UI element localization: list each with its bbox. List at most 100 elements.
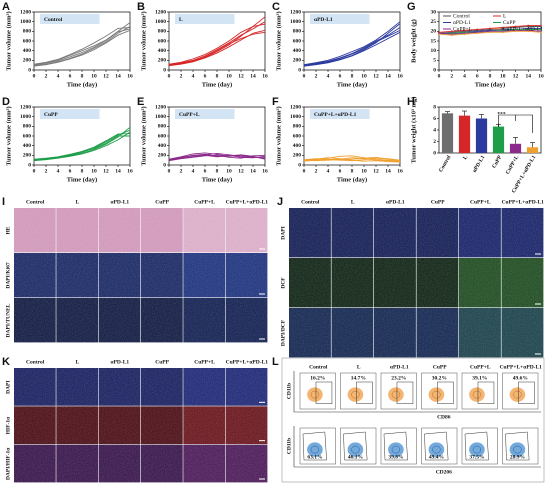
x-axis-label: Time (day) (202, 81, 232, 88)
point (527, 24, 530, 27)
x-tick-label: 2 (315, 168, 318, 174)
x-tick-label: 8 (351, 73, 354, 79)
x-tick-label: 12 (373, 73, 379, 79)
micrograph-texture (225, 406, 268, 445)
series-line (33, 131, 131, 162)
y-axis-label: Body weight (g) (410, 19, 417, 63)
column-label: Control (26, 359, 45, 365)
point (540, 24, 542, 27)
x-tick-label: 12 (238, 73, 244, 79)
y-tick-label: 600 (158, 133, 167, 139)
cell-population (509, 387, 526, 402)
micrograph-texture (56, 298, 99, 343)
x-tick-label: 6 (476, 73, 479, 79)
x-tick-label: 14 (526, 73, 532, 79)
cell-population-core (351, 445, 360, 454)
x-tick-label: 0 (303, 168, 306, 174)
x-tick-label: 4 (327, 73, 330, 79)
series-line (168, 16, 266, 66)
gate-percent: 49.6% (513, 375, 528, 381)
x-tick-label: 14 (385, 73, 391, 79)
y-tick-label: 1000 (155, 19, 166, 25)
title-box (40, 14, 100, 24)
micrograph-texture (183, 208, 226, 253)
micrograph-texture (225, 444, 268, 483)
point (489, 27, 491, 30)
micrograph-texture (14, 368, 56, 406)
column-label: αPD-L1 (390, 364, 409, 370)
y-tick-label: 0 (433, 67, 436, 73)
micrograph-texture (416, 208, 459, 258)
x-tick-label: CuPP+L (505, 154, 521, 175)
cell-population (509, 442, 526, 457)
gate (343, 431, 368, 461)
column-label: CuPP (155, 199, 169, 205)
y-tick-label: 1200 (155, 104, 166, 110)
y-tick-label: 200 (293, 58, 302, 64)
series-line (303, 23, 401, 67)
x-tick-label: 8 (81, 168, 84, 174)
series-line (33, 22, 131, 66)
x-tick-label: 10 (226, 168, 232, 174)
column-label: αPD-L1 (386, 199, 405, 205)
series-line (303, 157, 401, 163)
series-line (303, 29, 401, 66)
title-box (175, 109, 235, 119)
micrograph-texture (289, 258, 331, 308)
micrograph-texture (141, 298, 183, 343)
gate-percent: 37.5% (469, 454, 484, 460)
gate-percent: 23.2% (391, 375, 406, 381)
column-label: CuPP (155, 359, 169, 365)
panel-label: B (137, 1, 145, 13)
y-tick-label: 400 (23, 143, 32, 149)
y-tick-label: 0 (163, 67, 166, 73)
x-tick-label: 6 (204, 73, 207, 79)
gate-percent: 14.7% (351, 375, 366, 381)
micrograph-texture (56, 253, 99, 298)
micrograph-texture (331, 308, 374, 358)
point (501, 31, 504, 34)
significance-label: *** (497, 111, 506, 117)
column-label: L (351, 199, 355, 205)
title-box (40, 109, 100, 119)
micrograph-texture (14, 208, 56, 253)
y-tick-label: 1200 (20, 9, 31, 15)
micrograph-texture (416, 258, 459, 308)
y-tick-label: 800 (158, 124, 167, 130)
significance-bracket (498, 114, 533, 133)
x-tick-label: 12 (238, 168, 244, 174)
x-tick-label: 10 (361, 168, 367, 174)
micrograph-texture (56, 208, 99, 253)
series-line (33, 135, 130, 161)
gate-percent: 28.9% (510, 454, 525, 460)
x-tick-label: 2 (450, 73, 453, 79)
gate-percent: 46.1% (348, 454, 363, 460)
micrograph-texture (374, 258, 416, 308)
y-tick-label: 600 (23, 133, 32, 139)
x-tick-label: 8 (216, 168, 219, 174)
x-tick-label: 16 (262, 168, 268, 174)
gate-percent: 16.2% (310, 375, 325, 381)
x-axis-label: Time (day) (475, 81, 505, 88)
micrograph-texture (141, 368, 183, 406)
y-tick-label: 1000 (155, 114, 166, 120)
x-tick-label: 6 (204, 168, 207, 174)
y-tick-label: 200 (23, 153, 32, 159)
y-axis-label: Tumor volume (mm³) (140, 106, 147, 165)
title-box (175, 14, 235, 24)
point (489, 31, 491, 34)
x-axis-label: Time (day) (337, 81, 367, 88)
gate (437, 381, 454, 404)
chart-title: CuPP+L (179, 112, 200, 118)
y-tick-label: 20 (431, 29, 437, 35)
panel-label: E (137, 96, 144, 108)
row-label: DAPI/HIF-1α (5, 447, 11, 480)
gate (518, 381, 535, 404)
column-label: αPD-L1 (111, 199, 130, 205)
x-tick-label: 8 (81, 73, 84, 79)
cell-population (307, 442, 323, 457)
gate (505, 431, 530, 461)
point (438, 33, 440, 36)
column-label: αPD-L1 (111, 359, 130, 365)
row-label: DAPI/DCF (280, 319, 286, 346)
